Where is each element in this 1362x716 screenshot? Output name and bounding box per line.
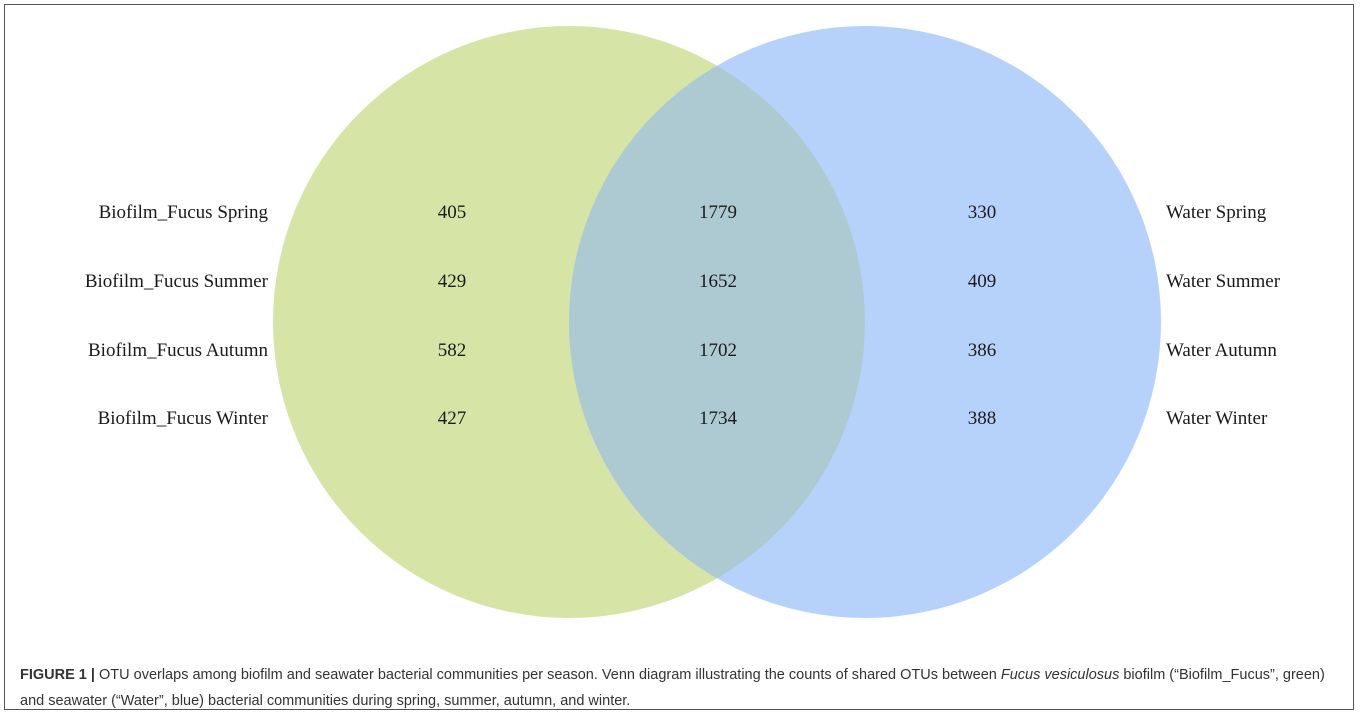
caption-text-2: biofilm (“Biofilm_Fucus”, green) and sea…: [20, 667, 1325, 709]
right-set-label: Water Winter: [1166, 408, 1268, 429]
water-only-count: 409: [968, 271, 997, 292]
left-set-label: Biofilm_Fucus Winter: [98, 408, 269, 429]
water-only-count: 330: [968, 202, 997, 223]
shared-count: 1734: [699, 408, 738, 429]
caption-species: Fucus vesiculosus: [1000, 667, 1120, 683]
right-set-label: Water Summer: [1166, 271, 1281, 292]
biofilm-only-count: 429: [438, 271, 467, 292]
figure-caption: FIGURE 1 | OTU overlaps among biofilm an…: [20, 662, 1330, 714]
water-only-count: 388: [968, 408, 997, 429]
left-set-label: Biofilm_Fucus Summer: [85, 271, 269, 292]
biofilm-only-count: 427: [438, 408, 467, 429]
venn-diagram: Biofilm_Fucus Spring 405 1779 330 Water Spri…: [85, 26, 1281, 618]
figure-label: FIGURE 1 |: [20, 667, 95, 683]
left-set-label: Biofilm_Fucus Spring: [99, 202, 269, 223]
caption-text-1: OTU overlaps among biofilm and seawater …: [94, 667, 1001, 683]
venn-overlap-region: [569, 26, 865, 618]
right-set-label: Water Spring: [1166, 202, 1267, 223]
figure-frame: [4, 4, 1354, 710]
shared-count: 1779: [699, 202, 737, 223]
biofilm-only-count: 405: [438, 202, 467, 223]
shared-count: 1652: [699, 271, 737, 292]
shared-count: 1702: [699, 340, 737, 361]
biofilm-only-count: 582: [438, 340, 467, 361]
water-only-count: 386: [968, 340, 997, 361]
right-set-label: Water Autumn: [1166, 340, 1277, 361]
left-set-label: Biofilm_Fucus Autumn: [88, 340, 268, 361]
